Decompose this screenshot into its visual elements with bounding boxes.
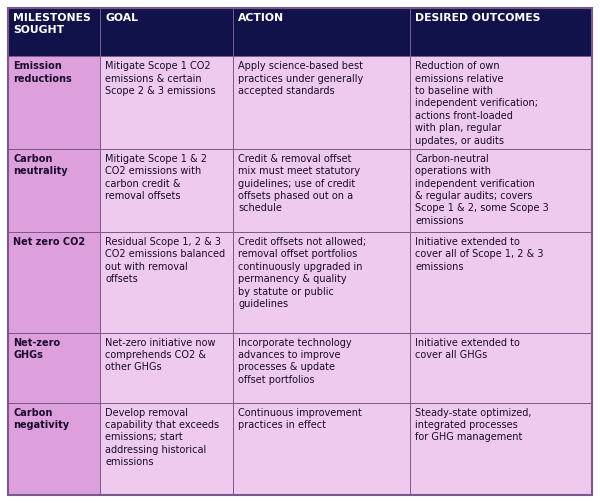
Text: Emission
reductions: Emission reductions — [13, 61, 72, 83]
Text: Carbon
negativity: Carbon negativity — [13, 407, 69, 430]
Bar — [233, 402, 410, 495]
Text: Net zero CO2: Net zero CO2 — [13, 237, 85, 247]
Text: GOAL: GOAL — [105, 13, 138, 23]
Text: Reduction of own
emissions relative
to baseline with
independent verification;
a: Reduction of own emissions relative to b… — [415, 61, 538, 146]
Bar — [410, 232, 592, 332]
Bar — [8, 332, 100, 402]
Text: Initiative extended to
cover all GHGs: Initiative extended to cover all GHGs — [415, 338, 520, 360]
Bar — [233, 232, 410, 332]
Bar — [100, 402, 233, 495]
Bar — [410, 8, 592, 56]
Text: Net-zero
GHGs: Net-zero GHGs — [13, 338, 60, 360]
Text: Carbon-neutral
operations with
independent verification
& regular audits; covers: Carbon-neutral operations with independe… — [415, 154, 549, 226]
Bar — [8, 8, 100, 56]
Bar — [410, 332, 592, 402]
Text: Apply science-based best
practices under generally
accepted standards: Apply science-based best practices under… — [238, 61, 364, 96]
Text: Carbon
neutrality: Carbon neutrality — [13, 154, 68, 176]
Bar — [100, 332, 233, 402]
Text: Net-zero initiative now
comprehends CO2 &
other GHGs: Net-zero initiative now comprehends CO2 … — [105, 338, 216, 372]
Bar — [233, 8, 410, 56]
Text: Initiative extended to
cover all of Scope 1, 2 & 3
emissions: Initiative extended to cover all of Scop… — [415, 237, 544, 272]
Bar — [8, 402, 100, 495]
Text: Residual Scope 1, 2 & 3
CO2 emissions balanced
out with removal
offsets: Residual Scope 1, 2 & 3 CO2 emissions ba… — [105, 237, 226, 284]
Bar — [410, 149, 592, 232]
Text: Steady-state optimized,
integrated processes
for GHG management: Steady-state optimized, integrated proce… — [415, 407, 532, 442]
Text: Develop removal
capability that exceeds
emissions; start
addressing historical
e: Develop removal capability that exceeds … — [105, 407, 220, 467]
Bar — [8, 56, 100, 149]
Text: Incorporate technology
advances to improve
processes & update
offset portfolios: Incorporate technology advances to impro… — [238, 338, 352, 385]
Text: Credit & removal offset
mix must meet statutory
guidelines; use of credit
offset: Credit & removal offset mix must meet st… — [238, 154, 361, 213]
Bar — [100, 149, 233, 232]
Bar — [8, 232, 100, 332]
Bar — [100, 232, 233, 332]
Text: MILESTONES
SOUGHT: MILESTONES SOUGHT — [13, 13, 91, 35]
Bar — [100, 8, 233, 56]
Bar — [410, 56, 592, 149]
Bar — [100, 56, 233, 149]
Bar — [8, 149, 100, 232]
Text: Mitigate Scope 1 & 2
CO2 emissions with
carbon credit &
removal offsets: Mitigate Scope 1 & 2 CO2 emissions with … — [105, 154, 207, 201]
Text: Credit offsets not allowed;
removal offset portfolios
continuously upgraded in
p: Credit offsets not allowed; removal offs… — [238, 237, 367, 309]
Text: Continuous improvement
practices in effect: Continuous improvement practices in effe… — [238, 407, 362, 430]
Bar — [233, 56, 410, 149]
Bar — [233, 332, 410, 402]
Text: Mitigate Scope 1 CO2
emissions & certain
Scope 2 & 3 emissions: Mitigate Scope 1 CO2 emissions & certain… — [105, 61, 216, 96]
Text: ACTION: ACTION — [238, 13, 284, 23]
Bar — [233, 149, 410, 232]
Bar — [410, 402, 592, 495]
Text: DESIRED OUTCOMES: DESIRED OUTCOMES — [415, 13, 541, 23]
